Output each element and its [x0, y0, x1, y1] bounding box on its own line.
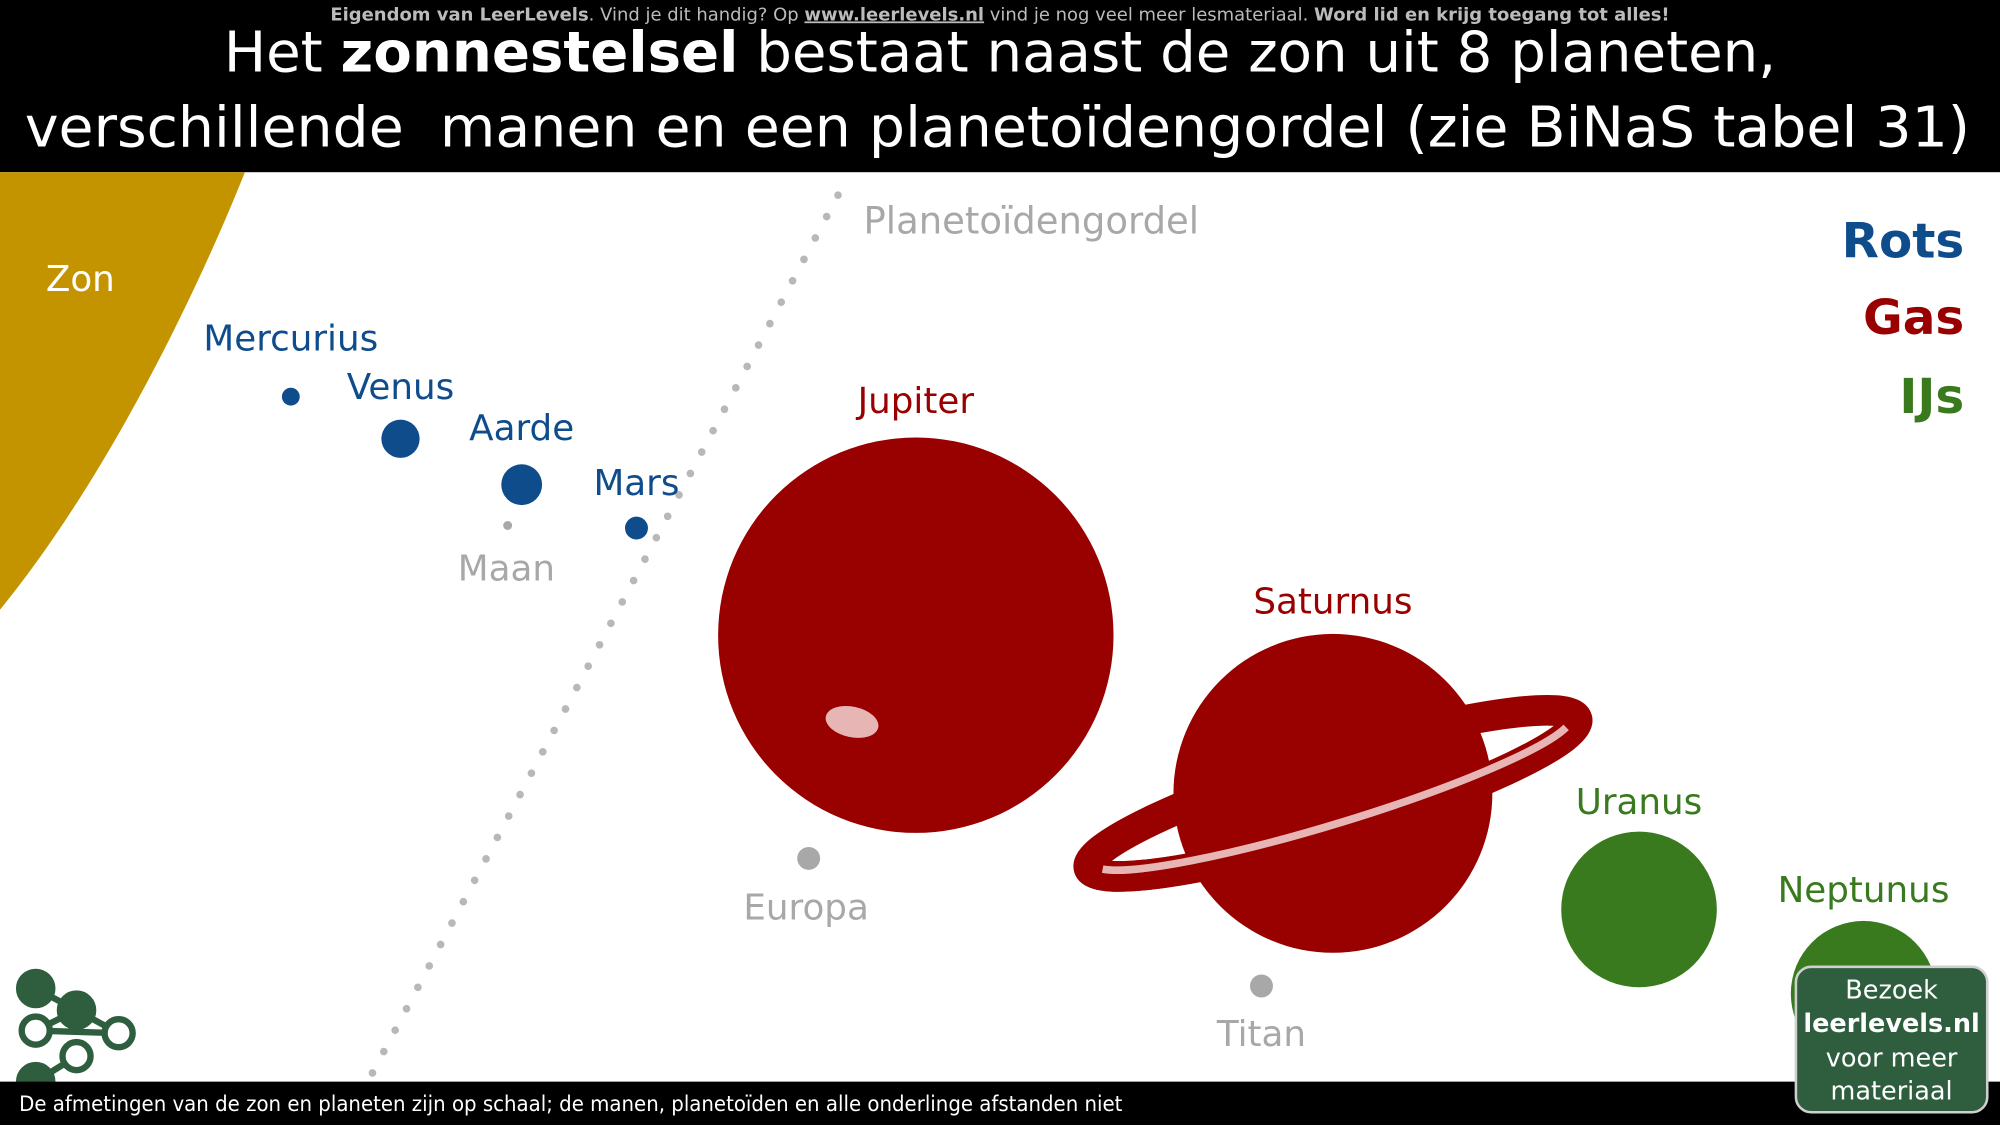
notice-part: Eigendom van LeerLevels	[330, 4, 588, 25]
footer-bar	[0, 1081, 2000, 1125]
saturn	[1073, 633, 1593, 953]
button-text[interactable]: leerlevels.nl	[1803, 1009, 1979, 1039]
uranus	[1561, 831, 1717, 988]
venus-label: Venus	[347, 367, 454, 408]
notice-part: . Vind je dit handig? Op	[589, 4, 805, 25]
sun	[0, 172, 245, 610]
title-line: Het zonnestelsel bestaat naast de zon ui…	[224, 20, 1776, 85]
great-red-spot	[825, 705, 879, 738]
notice-link[interactable]: www.leerlevels.nl	[804, 4, 984, 25]
footer-note: De afmetingen van de zon en planeten zij…	[19, 1092, 1122, 1117]
button-box[interactable]	[1794, 965, 1989, 1114]
legend-gas: Gas	[1863, 290, 1964, 346]
belt-label: Planetoïdengordel	[864, 199, 1200, 242]
legend-rock: Rots	[1842, 214, 1965, 270]
sun-label: Zon	[46, 259, 115, 300]
titan	[1250, 974, 1273, 998]
titan-label: Titan	[1216, 1014, 1306, 1055]
moon	[503, 521, 513, 530]
notice-part: vind je nog veel meer lesmateriaal.	[984, 4, 1314, 25]
neptune-label: Neptunus	[1778, 870, 1950, 911]
moon-label: Maan	[458, 548, 555, 589]
title-part: Het	[224, 20, 341, 85]
notice-part: Word lid en krijg toegang tot alles!	[1314, 4, 1670, 25]
europa	[797, 846, 821, 870]
jupiter-label: Jupiter	[856, 381, 975, 422]
title-line: verschillende manen en een planetoïdengo…	[25, 96, 1970, 161]
visit-button[interactable]: Bezoek leerlevels.nl voor meer materiaal	[1794, 965, 1989, 1114]
legend-ice: IJs	[1899, 369, 1964, 425]
mars-label: Mars	[593, 463, 679, 504]
europa-label: Europa	[743, 888, 868, 929]
title-part: zonnestelsel	[341, 20, 739, 85]
saturn-ring-front	[1074, 714, 1593, 892]
earth-label: Aarde	[469, 408, 574, 449]
mercury	[281, 387, 300, 406]
notice: Eigendom van LeerLevels. Vind je dit han…	[330, 4, 1669, 25]
venus	[381, 419, 420, 458]
logo	[15, 968, 136, 1102]
button-text[interactable]: materiaal	[1831, 1076, 1953, 1106]
uranus-label: Uranus	[1576, 782, 1703, 823]
saturn-label: Saturnus	[1253, 582, 1412, 623]
button-text[interactable]: Bezoek	[1845, 976, 1938, 1006]
header-bar	[0, 0, 2000, 173]
jupiter	[718, 437, 1114, 833]
mercury-label: Mercurius	[203, 319, 378, 360]
saturn-body	[1173, 633, 1493, 953]
title-part: bestaat naast de zon uit 8 planeten,	[738, 20, 1776, 85]
mars	[625, 516, 648, 540]
asteroid-belt	[366, 191, 842, 1082]
saturn-ring-gap	[1101, 724, 1569, 874]
earth	[501, 464, 543, 506]
button-text[interactable]: voor meer	[1826, 1043, 1958, 1073]
